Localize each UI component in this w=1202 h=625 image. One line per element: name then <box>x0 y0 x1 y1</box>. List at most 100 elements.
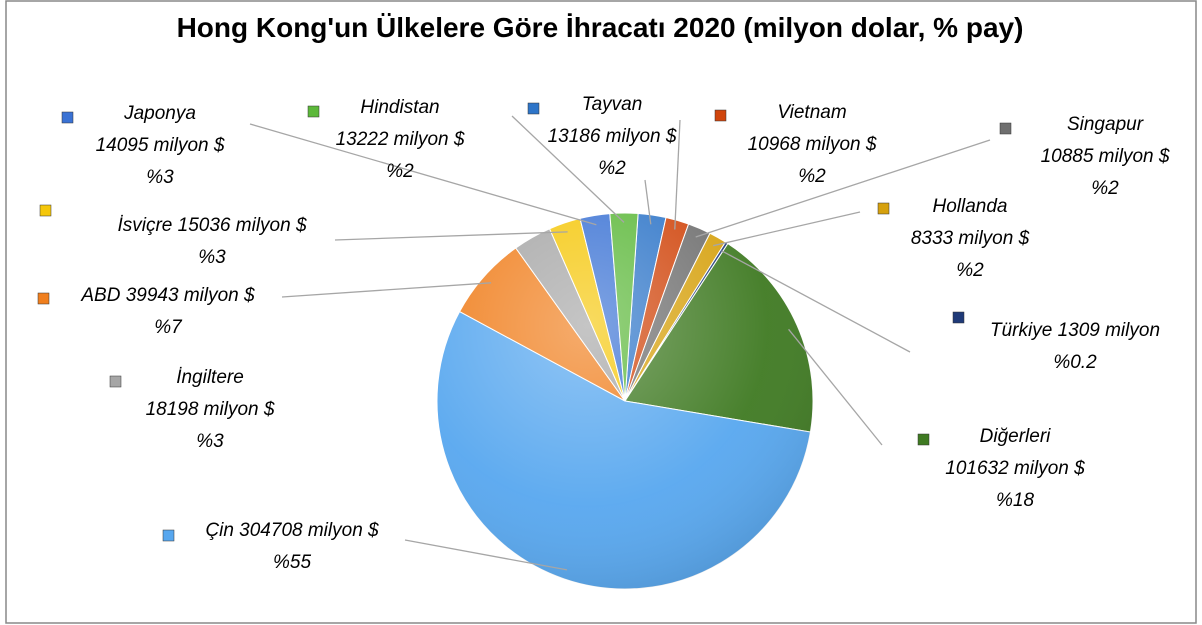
label-percent: %55 <box>273 552 311 573</box>
label-percent: %2 <box>1091 178 1119 199</box>
label-value: 304708 milyon $ <box>239 520 379 541</box>
label-line: Japonya <box>123 103 196 124</box>
legend-key <box>877 202 890 215</box>
leader-line <box>674 119 681 230</box>
label-percent: %2 <box>598 158 626 179</box>
label-percent: %3 <box>196 431 224 452</box>
label-line: %3 <box>196 431 224 452</box>
label-line: Vietnam <box>777 102 846 123</box>
label-line: 14095 milyon $ <box>96 135 225 156</box>
data-label: Diğerleri 101632 milyon $ %18 <box>945 426 1085 511</box>
data-label: Vietnam 10968 milyon $ %2 <box>748 102 877 187</box>
label-line: %55 <box>273 552 311 573</box>
data-label: Hollanda 8333 milyon $ %2 <box>911 196 1030 281</box>
legend-key <box>999 122 1012 135</box>
label-percent: %3 <box>146 167 174 188</box>
label-category: Tayvan <box>582 94 643 115</box>
label-category: Hindistan <box>360 97 439 118</box>
label-category: İsviçre <box>117 215 172 236</box>
label-percent: %2 <box>386 161 414 182</box>
label-value: 14095 milyon $ <box>96 135 225 156</box>
leader-line <box>644 179 652 225</box>
label-line: %3 <box>146 167 174 188</box>
label-line: 18198 milyon $ <box>146 399 275 420</box>
label-value: 8333 milyon $ <box>911 228 1030 249</box>
label-line: Türkiye 1309 milyon <box>990 320 1160 341</box>
label-percent: %18 <box>996 490 1034 511</box>
data-label: Türkiye 1309 milyon %0.2 <box>990 320 1160 373</box>
label-line: %3 <box>198 247 226 268</box>
legend-key <box>109 375 122 388</box>
data-label: ABD 39943 milyon $ %7 <box>80 285 255 338</box>
legend-key <box>162 529 175 542</box>
leader-line <box>281 282 492 298</box>
label-line: 101632 milyon $ <box>945 458 1085 479</box>
label-value: 13222 milyon $ <box>336 129 465 150</box>
label-value: 10885 milyon $ <box>1041 146 1170 167</box>
label-line: Singapur <box>1067 114 1144 135</box>
label-category: Diğerleri <box>980 426 1052 447</box>
data-label: Japonya 14095 milyon $ %3 <box>96 103 225 188</box>
label-category: Hollanda <box>933 196 1008 217</box>
label-line: %2 <box>956 260 984 281</box>
label-line: %2 <box>1091 178 1119 199</box>
leader-line <box>713 211 861 247</box>
label-value: 13186 milyon $ <box>548 126 677 147</box>
label-value: 39943 milyon $ <box>126 285 255 306</box>
label-line: %0.2 <box>1053 352 1097 373</box>
label-line: Çin 304708 milyon $ <box>205 520 379 541</box>
leader-line <box>404 539 568 571</box>
label-line: %18 <box>996 490 1034 511</box>
label-category: Çin <box>205 520 234 541</box>
data-label: Çin 304708 milyon $ %55 <box>205 520 379 573</box>
label-category: Singapur <box>1067 114 1144 135</box>
leader-line <box>695 139 991 238</box>
legend-key <box>952 311 965 324</box>
legend-key <box>39 204 52 217</box>
label-value: 18198 milyon $ <box>146 399 275 420</box>
label-value: 15036 milyon $ <box>178 215 307 236</box>
label-line: Tayvan <box>582 94 643 115</box>
chart-title: Hong Kong'un Ülkelere Göre İhracatı 2020… <box>176 12 1024 43</box>
leader-line <box>249 123 597 226</box>
legend-key <box>307 105 320 118</box>
label-line: ABD 39943 milyon $ <box>80 285 255 306</box>
label-category: Türkiye <box>990 320 1052 341</box>
label-line: 10968 milyon $ <box>748 134 877 155</box>
label-line: Diğerleri <box>980 426 1052 447</box>
label-category: ABD <box>80 285 120 306</box>
legend-key <box>527 102 540 115</box>
leader-line <box>721 250 911 353</box>
label-line: Hollanda <box>933 196 1008 217</box>
label-category: Japonya <box>123 103 196 124</box>
frame <box>5 0 1197 624</box>
data-label: Hindistan 13222 milyon $ %2 <box>336 97 465 182</box>
label-line: %2 <box>798 166 826 187</box>
legend-key <box>714 109 727 122</box>
label-line: %7 <box>154 317 183 338</box>
legend-key <box>61 111 74 124</box>
label-line: Hindistan <box>360 97 439 118</box>
leader-line <box>788 328 883 446</box>
label-line: İsviçre 15036 milyon $ <box>117 215 306 236</box>
label-line: 8333 milyon $ <box>911 228 1030 249</box>
label-percent: %3 <box>198 247 226 268</box>
data-label: İngiltere 18198 milyon $ %3 <box>146 367 275 452</box>
label-category: İngiltere <box>176 367 244 388</box>
data-label: İsviçre 15036 milyon $ %3 <box>117 215 306 268</box>
legend-key <box>37 292 50 305</box>
label-line: %2 <box>386 161 414 182</box>
label-line: 13186 milyon $ <box>548 126 677 147</box>
label-percent: %7 <box>154 317 183 338</box>
data-label: Tayvan 13186 milyon $ %2 <box>548 94 677 179</box>
data-label: Singapur 10885 milyon $ %2 <box>1041 114 1170 199</box>
label-category: Vietnam <box>777 102 846 123</box>
label-percent: %0.2 <box>1053 352 1097 373</box>
leader-line <box>334 231 568 241</box>
label-line: İngiltere <box>176 367 244 388</box>
label-value: 10968 milyon $ <box>748 134 877 155</box>
label-line: %2 <box>598 158 626 179</box>
label-value: 1309 milyon <box>1058 320 1160 341</box>
